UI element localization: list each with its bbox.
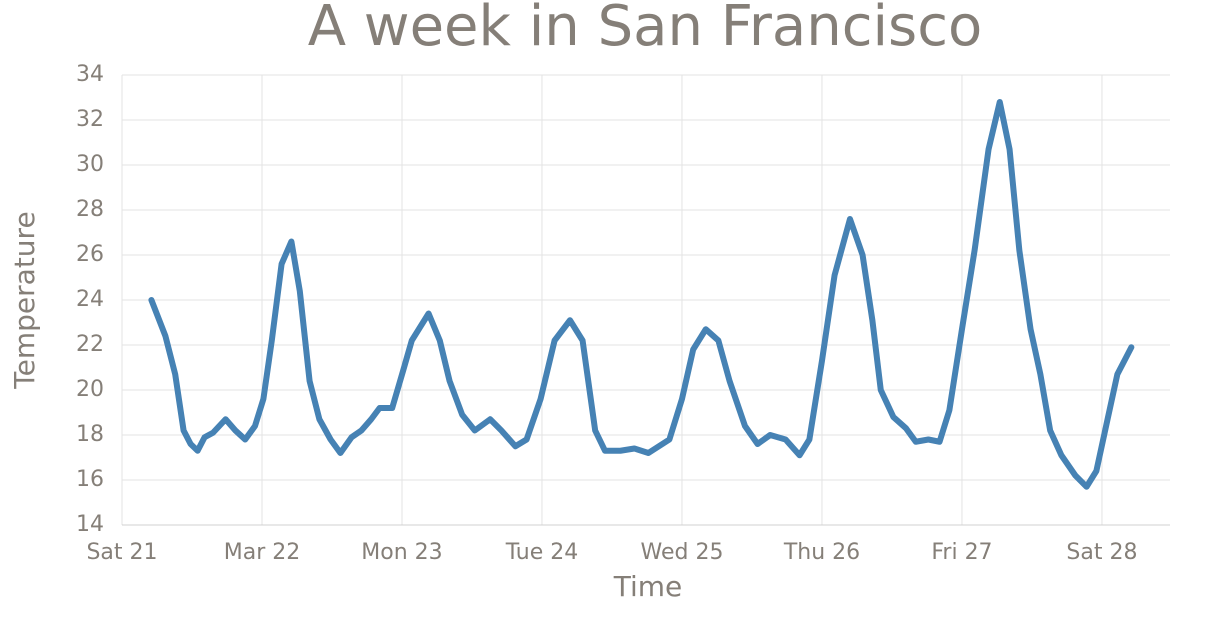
y-tick-label: 18 (76, 422, 104, 447)
x-tick-label: Mar 22 (224, 540, 301, 565)
x-axis-label: Time (613, 570, 683, 603)
y-axis-label: Temperature (8, 211, 41, 389)
x-tick-label: Fri 27 (931, 540, 992, 565)
chart-title: A week in San Francisco (308, 0, 983, 59)
x-tick-label: Sat 28 (1066, 540, 1137, 565)
y-tick-label: 28 (76, 197, 104, 222)
y-tick-label: 26 (76, 242, 104, 267)
y-tick-label: 22 (76, 332, 104, 357)
line-series (148, 99, 1135, 490)
y-tick-label: 14 (76, 512, 104, 537)
x-tick-label: Sat 21 (86, 540, 157, 565)
x-tick-label: Wed 25 (641, 540, 724, 565)
y-tick-label: 24 (76, 287, 104, 312)
x-tick-label: Thu 26 (783, 540, 860, 565)
y-tick-label: 16 (76, 467, 104, 492)
y-tick-label: 32 (76, 107, 104, 132)
x-tick-label: Mon 23 (361, 540, 442, 565)
y-tick-label: 34 (76, 62, 104, 87)
x-tick-label: Tue 24 (505, 540, 579, 565)
y-tick-label: 20 (76, 377, 104, 402)
y-tick-label: 30 (76, 152, 104, 177)
